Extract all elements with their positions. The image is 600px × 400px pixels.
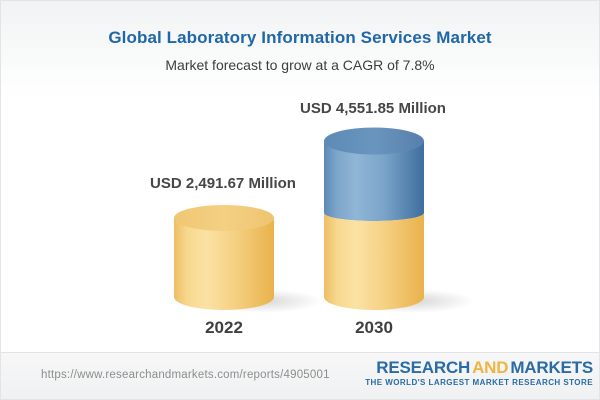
logo-tagline: THE WORLD'S LARGEST MARKET RESEARCH STOR… — [365, 378, 593, 387]
bar-2022-top — [174, 205, 274, 231]
chart-subtitle: Market forecast to grow at a CAGR of 7.8… — [165, 57, 435, 73]
logo-markets: MARKETS — [510, 358, 593, 377]
logo-research: RESEARCH — [376, 358, 471, 377]
research-and-markets-logo: RESEARCH AND MARKETS THE WORLD'S LARGEST M… — [365, 358, 593, 387]
value-label-2030: USD 4,551.85 Million — [300, 100, 446, 117]
chart-title: Global Laboratory Information Services M… — [108, 28, 492, 47]
bar-2030-top — [324, 127, 424, 155]
footer: https://www.researchandmarkets.com/repor… — [1, 352, 599, 399]
bar-2022-body — [174, 218, 274, 310]
header: Global Laboratory Information Services M… — [1, 1, 599, 97]
logo-and: AND — [472, 358, 509, 377]
bar-2030 — [324, 127, 424, 310]
logo-wordmark: RESEARCH AND MARKETS — [365, 358, 593, 377]
category-label-2030: 2030 — [355, 318, 393, 337]
value-label-2022: USD 2,491.67 Million — [150, 175, 296, 192]
bar-2030-base-segment — [324, 213, 424, 310]
bar-2030-shadow — [351, 289, 475, 313]
bar-2022-shadow — [199, 289, 323, 313]
bar-2030-growth-segment — [324, 141, 424, 221]
bar-2022 — [174, 205, 274, 310]
category-label-2022: 2022 — [205, 318, 243, 337]
report-url: https://www.researchandmarkets.com/repor… — [41, 369, 330, 381]
